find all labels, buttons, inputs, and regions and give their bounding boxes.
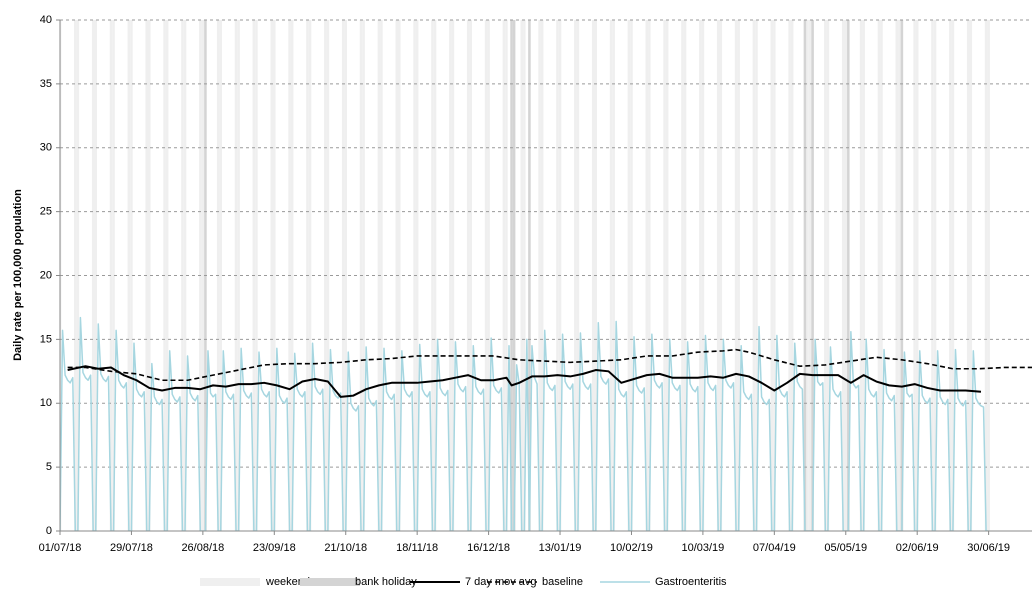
x-tick-label: 10/02/19 (610, 542, 653, 554)
lines-layer (60, 316, 1032, 531)
band (716, 20, 720, 531)
x-tick-label: 16/12/18 (467, 542, 510, 554)
band (290, 20, 294, 531)
y-tick-label: 15 (40, 333, 52, 345)
x-tick-label: 10/03/19 (681, 542, 724, 554)
band (788, 20, 791, 531)
x-tick-label: 30/06/19 (967, 542, 1010, 554)
axes-layer: 0 5 10 15 20 25 30 35 40 01/07/18 29/07/18 26/08/18… (39, 14, 1032, 554)
band (255, 20, 258, 531)
band (112, 20, 115, 531)
band (987, 20, 990, 531)
band (308, 20, 312, 531)
band (862, 20, 865, 531)
band (591, 20, 595, 531)
band (915, 20, 919, 531)
x-tick-label: 23/09/18 (253, 542, 296, 554)
band (574, 20, 577, 531)
band (344, 20, 348, 531)
band (433, 20, 437, 531)
band (841, 20, 845, 531)
y-tick-label: 25 (40, 206, 52, 218)
legend-label: 7 day mov avg (465, 576, 537, 588)
x-tick-label: 21/10/18 (324, 542, 367, 554)
legend-label: baseline (542, 576, 583, 588)
band (951, 20, 955, 531)
band (148, 20, 151, 531)
band (94, 20, 97, 531)
x-tick-label: 01/07/18 (39, 542, 82, 554)
band (326, 20, 330, 531)
x-tick-label: 18/11/18 (396, 542, 438, 554)
legend-swatch (200, 578, 260, 586)
band (201, 20, 205, 531)
legend-label: weekend (265, 576, 310, 588)
x-tick-label: 29/07/18 (110, 542, 153, 554)
band (512, 20, 516, 531)
series-line (67, 365, 982, 398)
y-axis-label: Daily rate per 100,000 population (12, 189, 24, 361)
y-tick-label: 0 (46, 525, 52, 537)
band (380, 20, 383, 531)
band (609, 20, 613, 531)
y-tick-label: 20 (40, 269, 52, 281)
band (969, 20, 973, 531)
band (699, 20, 702, 531)
legend-label: Gastroenteritis (655, 576, 727, 588)
band (859, 20, 863, 531)
band (645, 20, 649, 531)
band (109, 20, 113, 531)
band (76, 20, 80, 531)
x-tick-label: 13/01/19 (539, 542, 582, 554)
band (398, 20, 401, 531)
band (933, 20, 937, 531)
legend-swatch (300, 578, 360, 586)
x-tick-label: 07/04/19 (753, 542, 796, 554)
band (91, 20, 95, 531)
x-tick-label: 26/08/18 (181, 542, 224, 554)
legend: weekend bank holiday 7 day mov avg baseline… (200, 576, 727, 588)
y-tick-label: 30 (40, 142, 52, 154)
y-tick-label: 5 (46, 461, 52, 473)
x-tick-label: 02/06/19 (896, 542, 939, 554)
band (627, 20, 631, 531)
band (752, 20, 756, 531)
band (183, 20, 187, 531)
band (538, 20, 541, 531)
x-tick-label: 05/05/19 (824, 542, 867, 554)
band (844, 20, 848, 531)
band (556, 20, 559, 531)
y-tick-label: 10 (40, 397, 52, 409)
band (362, 20, 365, 531)
band (898, 20, 901, 531)
legend-label: bank holiday (355, 576, 417, 588)
band (273, 20, 276, 531)
band (770, 20, 774, 531)
band (734, 20, 738, 531)
band (415, 20, 419, 531)
band (663, 20, 666, 531)
band (130, 20, 133, 531)
band (74, 20, 77, 531)
band (824, 20, 827, 531)
series-line (67, 348, 1032, 382)
band (237, 20, 240, 531)
band (502, 20, 506, 531)
band (826, 20, 830, 531)
band (880, 20, 883, 531)
band (165, 20, 169, 531)
band (520, 20, 524, 531)
y-tick-label: 35 (40, 78, 52, 90)
band (806, 20, 809, 531)
band (219, 20, 222, 531)
y-tick-label: 40 (40, 14, 52, 26)
series-line (60, 316, 989, 531)
band (681, 20, 684, 531)
